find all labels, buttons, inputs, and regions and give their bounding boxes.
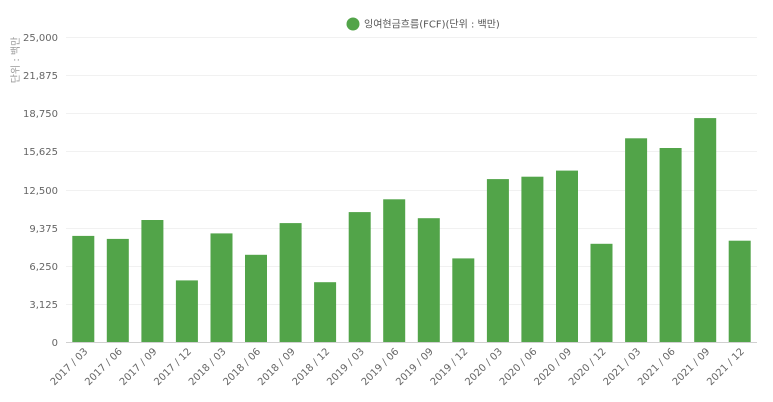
bar[interactable]	[728, 240, 751, 342]
bar[interactable]	[417, 218, 440, 342]
y-tick-label: 15,625	[23, 147, 58, 158]
bar[interactable]	[694, 118, 717, 342]
grid-lines	[66, 37, 757, 343]
y-tick-label: 25,000	[23, 33, 58, 44]
bar[interactable]	[175, 280, 198, 342]
bar[interactable]	[452, 258, 475, 342]
legend-label: 잉여현금흐름(FCF)(단위 : 백만)	[364, 18, 500, 31]
bar[interactable]	[625, 138, 648, 342]
legend-marker	[346, 17, 360, 31]
y-axis-title: 단위 : 백만	[9, 37, 22, 84]
bar[interactable]	[486, 179, 509, 342]
bar[interactable]	[659, 148, 682, 342]
y-tick-label: 6,250	[29, 262, 58, 273]
bar[interactable]	[383, 199, 406, 342]
y-axis: 0 3,125 6,250 9,375 12,500 15,625 18,750 21,875…	[23, 33, 58, 349]
y-tick-label: 18,750	[23, 109, 58, 120]
y-tick-label: 21,875	[23, 71, 58, 82]
bar[interactable]	[279, 223, 302, 342]
legend[interactable]: 잉여현금흐름(FCF)(단위 : 백만)	[346, 17, 500, 31]
bar[interactable]	[521, 176, 544, 342]
y-tick-label: 12,500	[23, 186, 58, 197]
x-tick-label: 2021 / 12	[705, 346, 747, 388]
bars	[72, 118, 751, 342]
bar[interactable]	[72, 235, 95, 342]
y-tick-label: 0	[52, 338, 58, 349]
y-tick-label: 3,125	[29, 300, 58, 311]
bar[interactable]	[556, 170, 578, 342]
bar[interactable]	[245, 254, 267, 342]
bar[interactable]	[590, 243, 613, 342]
bar[interactable]	[210, 233, 233, 342]
y-tick-label: 9,375	[29, 224, 58, 235]
bar[interactable]	[348, 212, 371, 342]
bar[interactable]	[141, 220, 164, 342]
bar[interactable]	[314, 282, 337, 342]
bar[interactable]	[106, 238, 129, 342]
